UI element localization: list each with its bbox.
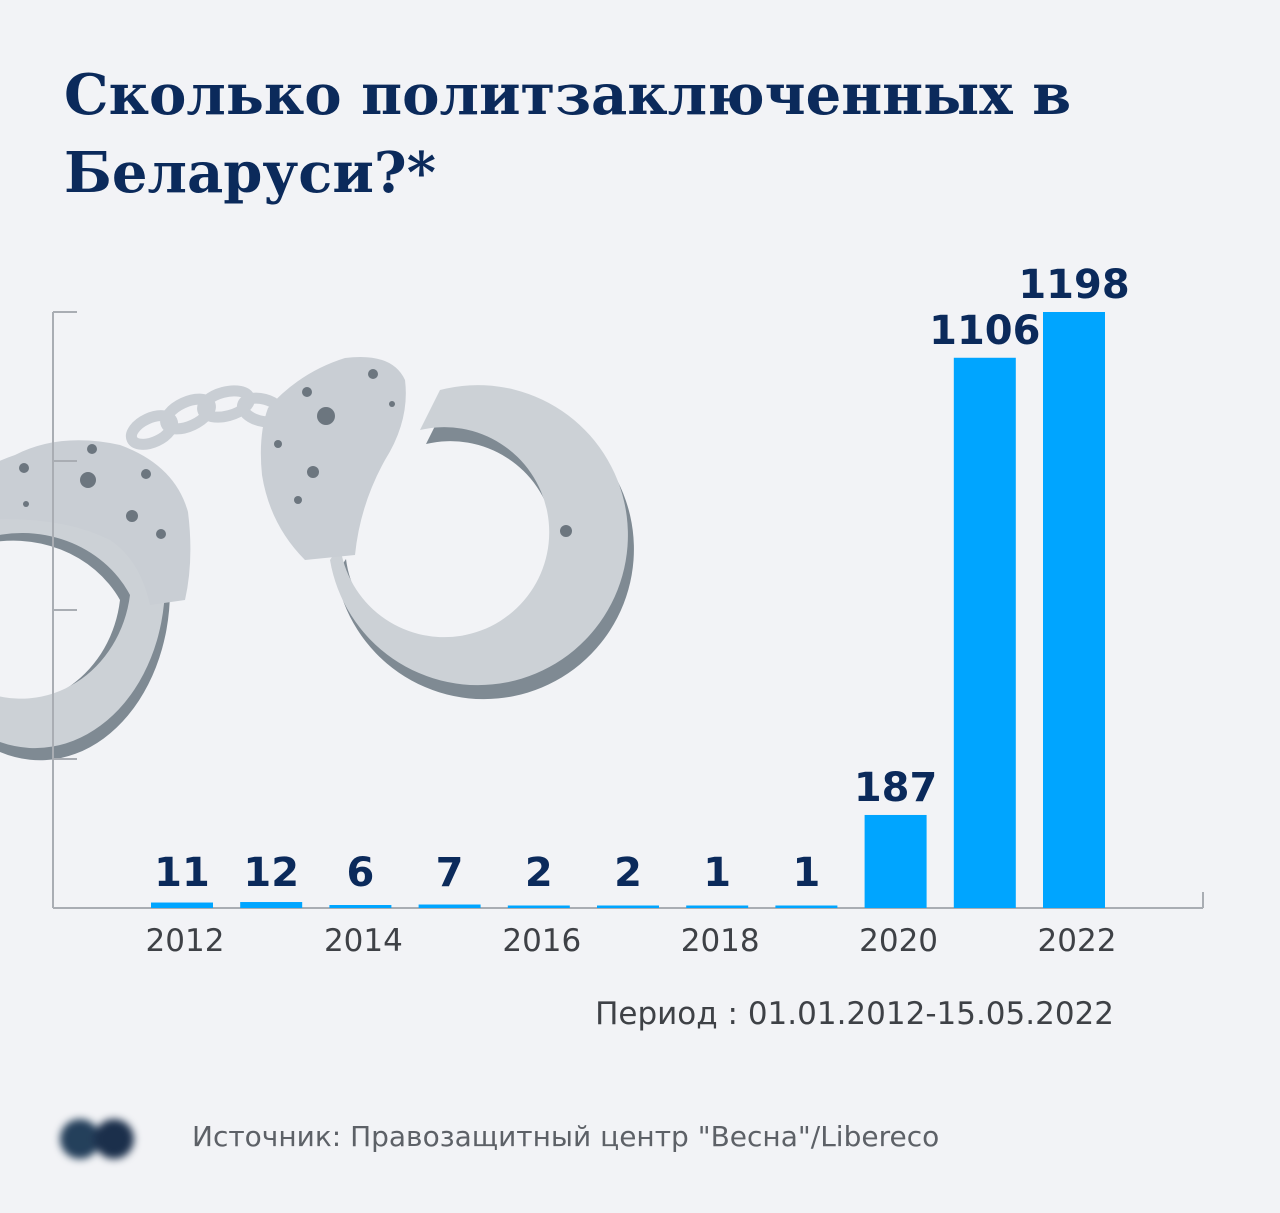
bar-2012 xyxy=(151,902,213,908)
bar-2016 xyxy=(507,905,570,908)
bar-2021 xyxy=(953,357,1016,908)
value-label-2016: 2 xyxy=(525,850,553,896)
dw-logo xyxy=(60,1117,138,1161)
x-tick-label-2012: 2012 xyxy=(146,923,225,959)
bar-2017 xyxy=(597,905,659,908)
bar-2020 xyxy=(864,814,927,908)
value-label-2015: 7 xyxy=(436,850,464,896)
x-tick-label-2016: 2016 xyxy=(502,923,581,959)
value-label-2022: 1198 xyxy=(1018,262,1129,308)
bars xyxy=(151,312,1105,908)
source-note: Источник: Правозащитный центр "Весна"/Li… xyxy=(192,1120,940,1153)
bar-2022 xyxy=(1043,312,1105,908)
chart-axes xyxy=(52,311,1204,909)
x-tick-label-2014: 2014 xyxy=(324,923,403,959)
bar-2013 xyxy=(240,902,303,908)
x-tick-label-2020: 2020 xyxy=(859,923,938,959)
bar-2014 xyxy=(329,905,392,908)
value-label-2017: 2 xyxy=(614,850,642,896)
bar-2018 xyxy=(686,905,749,908)
chart-title: Сколько политзаключенных в Беларуси?* xyxy=(64,62,1072,206)
handcuffs-icon xyxy=(0,356,634,761)
value-label-2012: 11 xyxy=(154,850,210,896)
bar-2015 xyxy=(418,904,481,908)
period-note: Период : 01.01.2012-15.05.2022 xyxy=(595,996,1114,1032)
x-tick-labels: 2012 2014 2016 2018 2020 2022 xyxy=(146,923,1117,959)
value-label-2021: 1106 xyxy=(929,308,1040,354)
x-tick-label-2022: 2022 xyxy=(1038,923,1117,959)
value-label-2019: 1 xyxy=(792,850,820,896)
x-tick-label-2018: 2018 xyxy=(681,923,760,959)
value-label-2014: 6 xyxy=(346,850,374,896)
value-label-2020: 187 xyxy=(854,765,938,811)
bar-2019 xyxy=(775,905,838,908)
value-label-2013: 12 xyxy=(243,850,299,896)
value-label-2018: 1 xyxy=(703,850,731,896)
